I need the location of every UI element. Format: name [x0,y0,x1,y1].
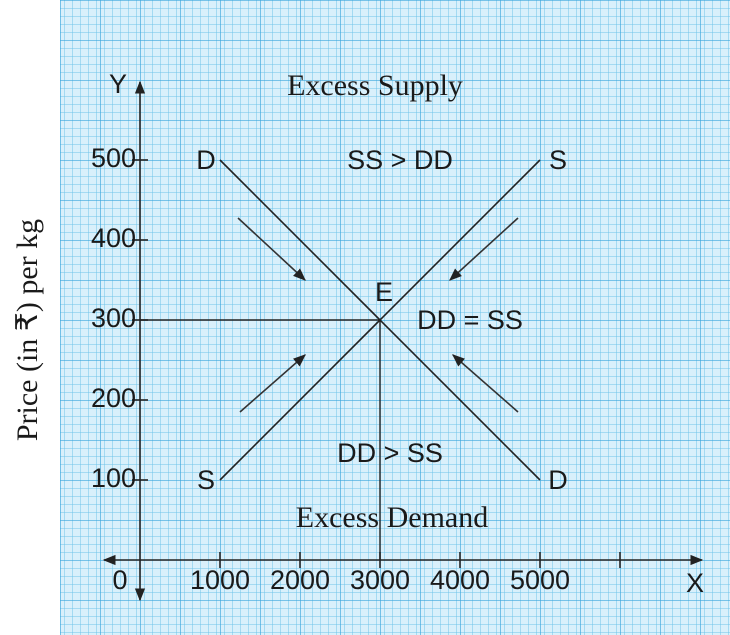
arrow [237,217,306,281]
annotation: DD = SS [417,305,523,335]
x-tick-label: 5000 [510,565,570,595]
arrow [452,354,519,413]
y-axis-letter: Y [109,69,127,99]
arrow [449,217,519,281]
series-end-label: S [549,145,567,175]
arrows [237,217,519,413]
series-end-label: S [197,465,215,495]
arrow [239,354,306,413]
annotation: SS > DD [347,145,453,175]
x-tick-label: 2000 [270,565,330,595]
equilibrium-label: E [375,277,393,307]
annotation: Excess Supply [287,69,463,102]
series-end-label: D [196,145,216,175]
y-tick-label: 200 [91,383,136,413]
y-tick-label: 400 [91,223,136,253]
x-tick-label: 1000 [190,565,250,595]
graph-grid [60,0,730,635]
y-tick-label: 300 [91,303,136,333]
y-axis-label: Price (in ₹) per kg [11,219,44,441]
series-end-label: D [548,465,568,495]
x-tick-label: 4000 [430,565,490,595]
y-tick-label: 500 [91,143,136,173]
annotation: Excess Demand [296,501,488,534]
x-axis-label: X [686,568,704,598]
x-tick-label: 3000 [350,565,410,595]
series-line [219,159,541,481]
annotation: DD > SS [337,438,443,468]
y-tick-label: 100 [91,463,136,493]
origin-label: 0 [112,565,127,595]
